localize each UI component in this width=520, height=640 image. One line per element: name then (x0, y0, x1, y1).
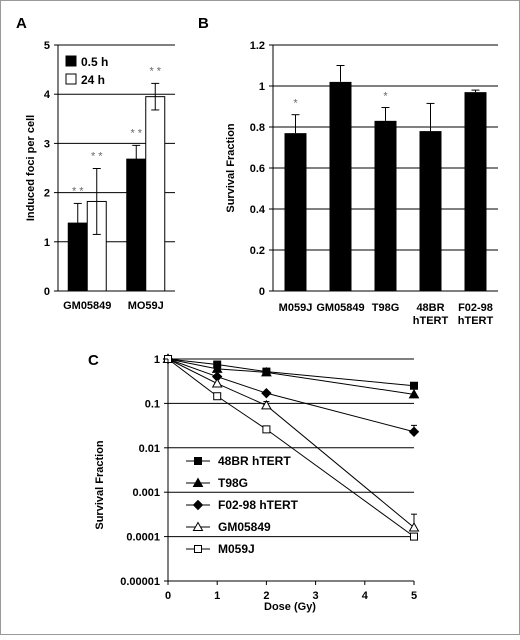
panel-c-x-tick-label: 1 (214, 590, 220, 602)
panel-c-y-tick-label: 0.01 (139, 443, 160, 455)
panel-c-data-point (410, 532, 418, 541)
panel-c-x-axis-title: Dose (Gy) (264, 601, 316, 613)
panel-c-x-tick-label: 2 (263, 590, 269, 602)
panel-b-bar (284, 133, 307, 291)
panel-a-legend-label: 24 h (81, 73, 105, 87)
panel-c-data-point (262, 425, 271, 434)
panel-c-legend-marker (192, 499, 204, 511)
panel-a-x-tick-label: MO59J (128, 300, 164, 312)
panel-label-a: A (16, 15, 27, 32)
panel-b-x-tick-label: hTERT (413, 315, 449, 327)
panel-c-legend-label: GM05849 (218, 520, 271, 534)
panel-c-data-point (408, 388, 420, 399)
panel-b-x-tick-label: GM05849 (316, 302, 364, 314)
panel-b: B * * 0 0.2 0.4 0.6 0.8 1 1.2 M059J GM05849 T98G 48… (198, 15, 498, 327)
panel-c-x-tick-label: 5 (411, 590, 417, 602)
panel-b-x-tick-label: F02-98 (458, 302, 493, 314)
panel-a-y-tick-label: 2 (44, 188, 50, 200)
panel-b-y-tick-label: 0.2 (250, 245, 265, 257)
panel-c-y-tick-label: 0.1 (145, 398, 160, 410)
panel-a-legend-label: 0.5 h (81, 55, 108, 69)
panel-c-series-line (167, 358, 415, 387)
panel-c-series-line (167, 358, 415, 395)
panel-c-data-point (261, 387, 272, 399)
panel-c-series-line (167, 358, 415, 433)
panel-a-y-tick-label: 0 (44, 286, 50, 298)
panel-c-legend-label: F02-98 hTERT (218, 498, 299, 512)
panel-c-data-point (261, 366, 272, 377)
panel-c-data-point (408, 426, 420, 437)
panel-a-significance-label: * * (130, 127, 142, 139)
panel-c-series-line (167, 358, 415, 538)
panel-c: C 0.00001 0.0001 0.001 0.01 0.1 1 0 1 2 3 4 5 Survi… (88, 352, 420, 613)
panel-c-legend-label: 48BR hTERT (218, 454, 291, 468)
panel-b-y-tick-label: 0.6 (250, 163, 265, 175)
panel-c-legend-marker (194, 545, 202, 553)
panel-c-y-tick-label: 1 (154, 354, 160, 366)
panel-b-x-tick-label: hTERT (458, 315, 494, 327)
panel-label-b: B (198, 15, 209, 32)
panel-a-significance-label: * * (72, 185, 84, 197)
panel-b-y-tick-label: 1.2 (250, 40, 265, 52)
panel-a-significance-label: * * (149, 65, 161, 77)
panel-b-y-tick-label: 1 (259, 81, 265, 93)
panel-a-y-axis-title: Induced foci per cell (25, 115, 37, 221)
panel-b-bar (419, 131, 442, 291)
panel-c-series-line (167, 358, 415, 528)
panel-c-data-point (410, 381, 418, 390)
panel-c-y-tick-label: 0.00001 (120, 576, 160, 588)
panel-c-data-point (261, 399, 272, 410)
panel-b-bar (329, 81, 352, 292)
panel-c-y-axis-title: Survival Fraction (94, 440, 106, 530)
panel-c-x-tick-label: 0 (165, 590, 171, 602)
panel-a: A * * * * * * * * 0 1 2 3 4 5 GM05849 MO59J Induce… (16, 15, 175, 312)
panel-b-bar (374, 120, 397, 291)
panel-b-y-axis-title: Survival Fraction (225, 123, 237, 213)
panel-a-significance-label: * * (91, 150, 103, 162)
panel-a-legend-swatch (65, 55, 77, 67)
panel-a-legend-swatch (65, 73, 77, 85)
panel-a-legend: 0.5 h 24 h (65, 55, 108, 87)
panel-c-legend: 48BR hTERT T98G F02-98 hTERT GM05849 M059J (186, 454, 299, 556)
panel-b-significance-star: * (383, 91, 388, 103)
panel-a-y-tick-label: 3 (44, 138, 50, 150)
panel-c-legend-label: M059J (218, 542, 255, 556)
panel-c-legend-label: T98G (218, 476, 248, 490)
panel-c-legend-marker (192, 521, 204, 531)
panel-a-bar (126, 158, 147, 292)
panel-a-y-tick-label: 4 (44, 89, 51, 101)
panel-b-y-tick-label: 0 (259, 286, 265, 298)
panel-a-y-tick-label: 5 (44, 40, 50, 52)
panel-c-legend-marker (194, 457, 202, 465)
panel-c-y-tick-label: 0.0001 (126, 532, 160, 544)
panel-b-bar (464, 92, 487, 292)
panel-c-legend-marker (192, 477, 204, 487)
panel-c-x-tick-label: 4 (362, 590, 369, 602)
panel-b-y-tick-label: 0.4 (250, 204, 266, 216)
panel-a-bar (145, 96, 166, 292)
panel-b-x-tick-label: 48BR (416, 302, 444, 314)
panel-c-data-point (211, 378, 223, 388)
panel-b-x-tick-label: T98G (372, 302, 400, 314)
panel-c-data-point (213, 392, 222, 401)
panel-c-data-point (408, 522, 420, 532)
panel-a-y-tick-label: 1 (44, 237, 50, 249)
panel-b-x-tick-label: M059J (279, 302, 313, 314)
panel-label-c: C (88, 352, 99, 369)
panel-a-x-tick-label: GM05849 (63, 300, 111, 312)
panel-b-significance-star: * (293, 98, 298, 110)
panel-c-y-tick-label: 0.001 (132, 487, 160, 499)
panel-c-x-tick-label: 3 (313, 590, 319, 602)
panel-b-y-tick-label: 0.8 (250, 122, 265, 134)
